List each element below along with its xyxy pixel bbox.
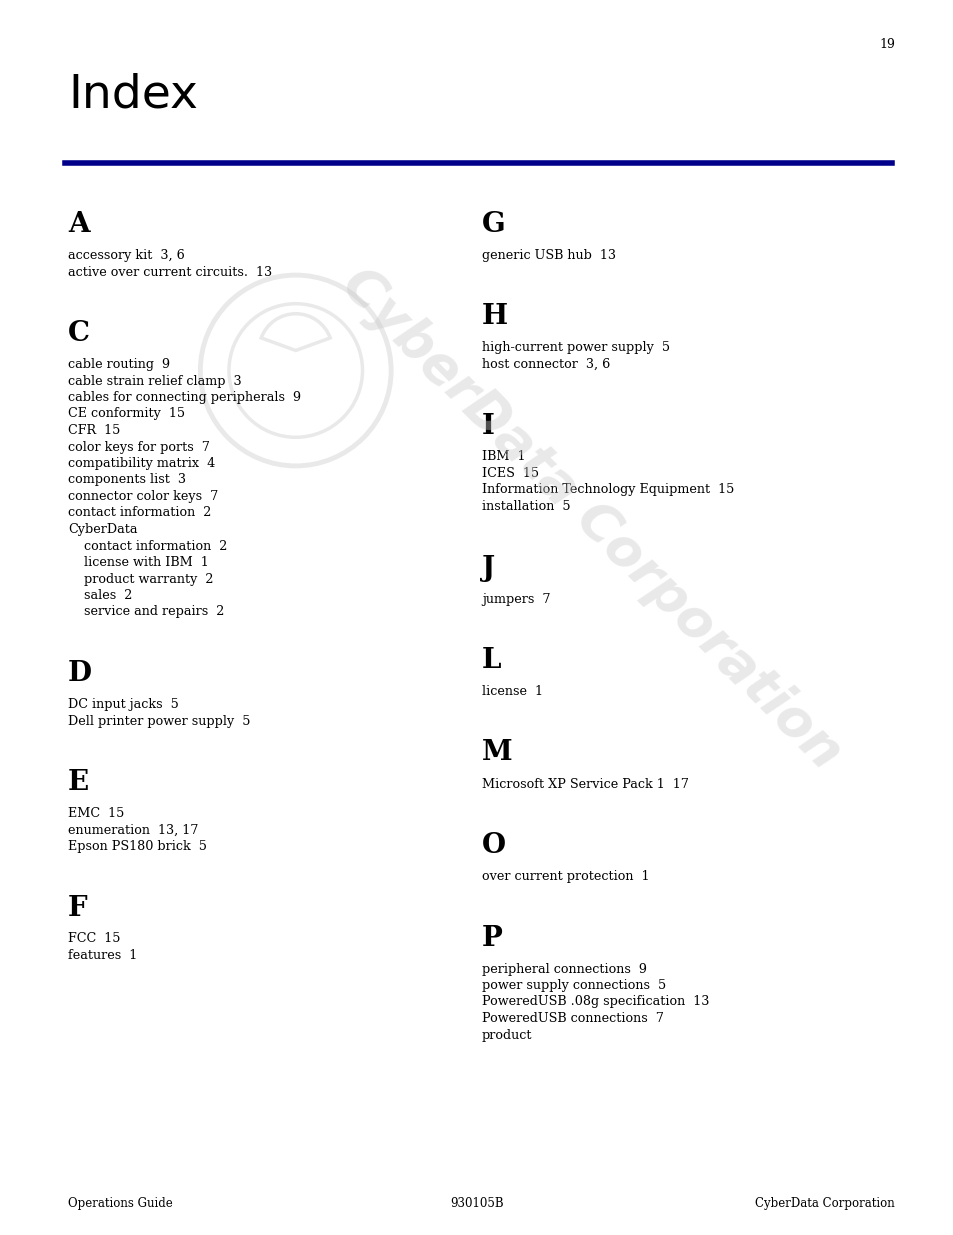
Text: installation  5: installation 5	[481, 500, 570, 513]
Text: power supply connections  5: power supply connections 5	[481, 979, 665, 992]
Text: cables for connecting peripherals  9: cables for connecting peripherals 9	[68, 391, 301, 404]
Text: cable strain relief clamp  3: cable strain relief clamp 3	[68, 374, 241, 388]
Text: compatibility matrix  4: compatibility matrix 4	[68, 457, 215, 471]
Text: C: C	[68, 320, 90, 347]
Text: F: F	[68, 894, 88, 921]
Text: PoweredUSB connections  7: PoweredUSB connections 7	[481, 1011, 663, 1025]
Text: peripheral connections  9: peripheral connections 9	[481, 962, 646, 976]
Text: over current protection  1: over current protection 1	[481, 869, 649, 883]
Text: Microsoft XP Service Pack 1  17: Microsoft XP Service Pack 1 17	[481, 778, 688, 790]
Text: E: E	[68, 769, 89, 797]
Text: ICES  15: ICES 15	[481, 467, 538, 480]
Text: contact information  2: contact information 2	[68, 506, 212, 520]
Text: FCC  15: FCC 15	[68, 932, 120, 946]
Text: service and repairs  2: service and repairs 2	[68, 605, 224, 619]
Text: Epson PS180 brick  5: Epson PS180 brick 5	[68, 840, 207, 853]
Text: cable routing  9: cable routing 9	[68, 358, 170, 370]
Text: Operations Guide: Operations Guide	[68, 1197, 172, 1210]
Text: connector color keys  7: connector color keys 7	[68, 490, 218, 503]
Text: components list  3: components list 3	[68, 473, 186, 487]
Text: jumpers  7: jumpers 7	[481, 593, 550, 605]
Text: Information Technology Equipment  15: Information Technology Equipment 15	[481, 483, 734, 496]
Text: H: H	[481, 304, 508, 331]
Text: accessory kit  3, 6: accessory kit 3, 6	[68, 249, 185, 262]
Text: IBM  1: IBM 1	[481, 451, 525, 463]
Text: EMC  15: EMC 15	[68, 806, 124, 820]
Text: D: D	[68, 659, 91, 687]
Text: license with IBM  1: license with IBM 1	[68, 556, 209, 569]
Text: high-current power supply  5: high-current power supply 5	[481, 342, 669, 354]
Text: DC input jacks  5: DC input jacks 5	[68, 698, 179, 711]
Text: sales  2: sales 2	[68, 589, 132, 601]
Text: CFR  15: CFR 15	[68, 424, 120, 437]
Text: active over current circuits.  13: active over current circuits. 13	[68, 266, 272, 279]
Text: contact information  2: contact information 2	[68, 540, 227, 552]
Text: host connector  3, 6: host connector 3, 6	[481, 358, 610, 370]
Text: product: product	[481, 1029, 532, 1041]
Text: CyberData Corporation: CyberData Corporation	[331, 258, 851, 779]
Text: A: A	[68, 211, 90, 238]
Text: L: L	[481, 647, 501, 674]
Text: P: P	[481, 925, 502, 951]
Text: G: G	[481, 211, 505, 238]
Text: I: I	[481, 412, 495, 440]
Text: product warranty  2: product warranty 2	[68, 573, 213, 585]
Text: license  1: license 1	[481, 685, 542, 698]
Text: Dell printer power supply  5: Dell printer power supply 5	[68, 715, 251, 727]
Text: Index: Index	[68, 72, 198, 117]
Text: O: O	[481, 832, 506, 860]
Text: 930105B: 930105B	[450, 1197, 503, 1210]
Text: color keys for ports  7: color keys for ports 7	[68, 441, 210, 453]
Text: CE conformity  15: CE conformity 15	[68, 408, 185, 420]
Text: 19: 19	[879, 38, 894, 51]
Text: CyberData: CyberData	[68, 522, 137, 536]
Text: CyberData Corporation: CyberData Corporation	[755, 1197, 894, 1210]
Text: generic USB hub  13: generic USB hub 13	[481, 249, 616, 262]
Text: M: M	[481, 740, 512, 767]
Text: features  1: features 1	[68, 948, 137, 962]
Text: PoweredUSB .08g specification  13: PoweredUSB .08g specification 13	[481, 995, 709, 1009]
Text: J: J	[481, 555, 495, 582]
Text: enumeration  13, 17: enumeration 13, 17	[68, 824, 198, 836]
